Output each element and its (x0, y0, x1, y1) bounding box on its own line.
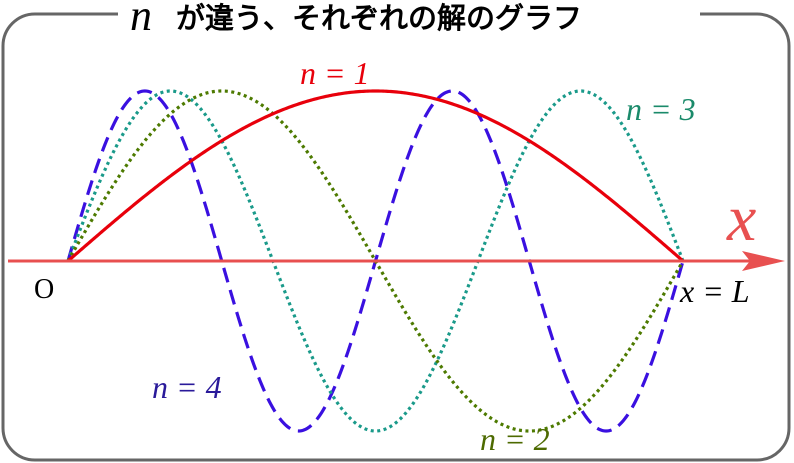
curve (66, 89, 685, 263)
title-variable: n (130, 0, 152, 40)
axis-end-label: x = L (679, 273, 750, 309)
origin-label: O (34, 274, 54, 305)
curve-label: n = 1 (300, 55, 370, 91)
title: が違う、それぞれの解のグラフ (176, 1, 582, 35)
axis-label: x (726, 182, 756, 255)
title-backdrop (118, 0, 700, 34)
curve-label: n = 4 (152, 369, 222, 405)
curve-label: n = 3 (626, 91, 696, 127)
x-axis (8, 251, 785, 271)
frame (1, 12, 791, 462)
axis-arrow (742, 251, 785, 271)
curve-label: n = 2 (480, 421, 550, 457)
